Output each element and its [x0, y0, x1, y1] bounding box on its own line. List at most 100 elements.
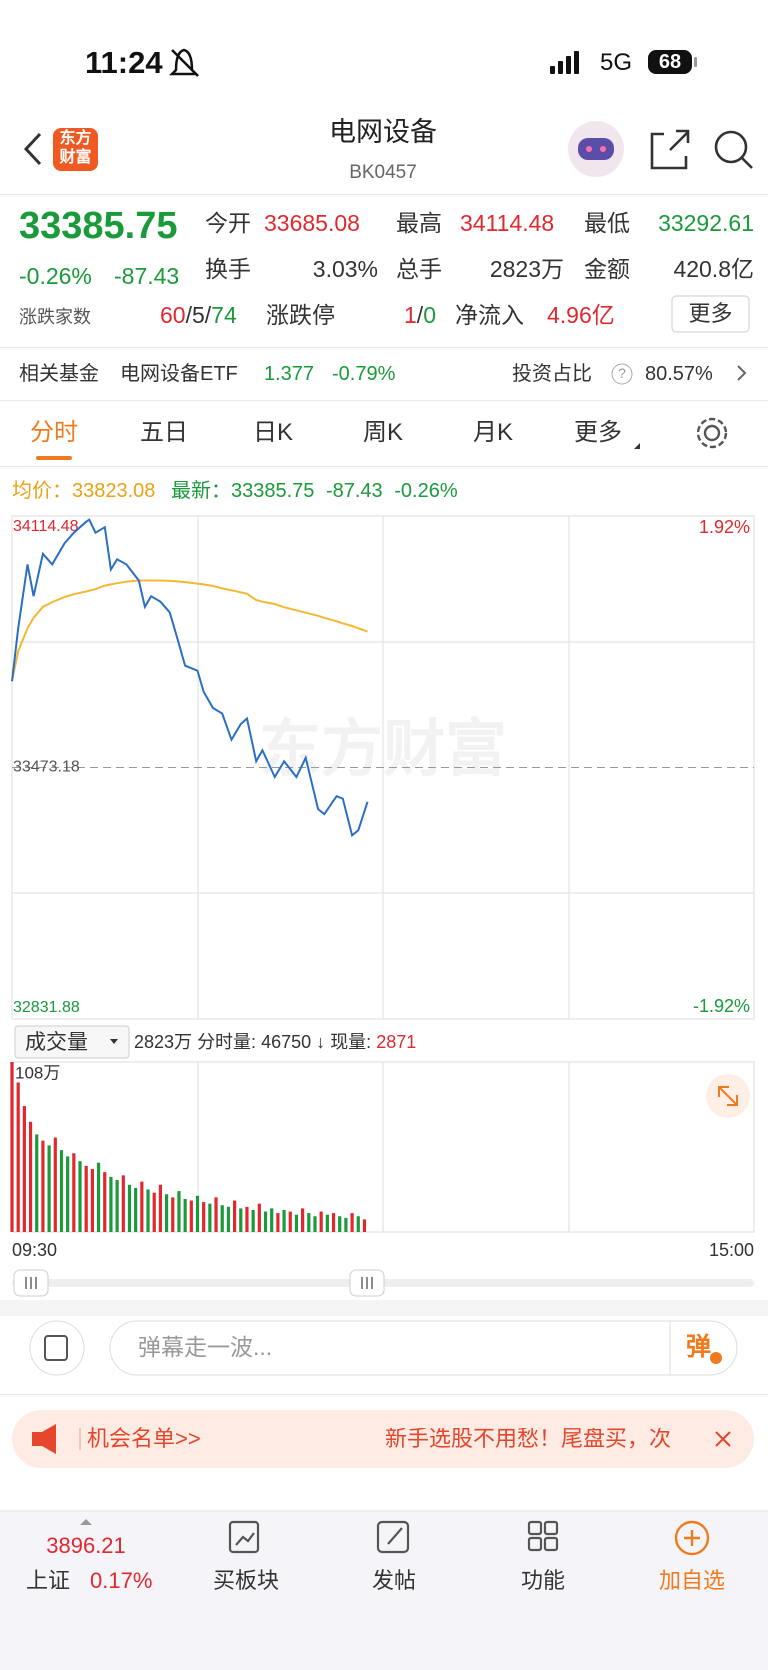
- index-value[interactable]: 3896.21: [46, 1533, 126, 1558]
- banner[interactable]: [12, 1410, 754, 1468]
- separator: /: [416, 302, 424, 328]
- volume-bar: [22, 1106, 26, 1232]
- dropdown-arrow: [110, 1039, 118, 1044]
- handle-grip: [25, 1277, 37, 1289]
- volume-selector[interactable]: 成交量: [25, 1031, 88, 1054]
- latest-value: 33385.75: [230, 480, 315, 502]
- divider: [0, 400, 768, 401]
- comment-icon[interactable]: [29, 1320, 85, 1376]
- volume-bar: [307, 1213, 311, 1232]
- fund-name[interactable]: 电网设备ETF: [120, 363, 238, 385]
- ratio: 80.57%: [645, 363, 713, 385]
- avatar-face: [578, 138, 614, 160]
- search-button[interactable]: [714, 130, 753, 169]
- danmaku-button[interactable]: 弹: [686, 1333, 712, 1361]
- tab[interactable]: 分时: [30, 419, 78, 446]
- function-icon: [527, 1520, 559, 1552]
- change: -87.43: [114, 263, 180, 289]
- volume-bar: [183, 1198, 187, 1232]
- field-label: 金额: [584, 256, 630, 282]
- y2-tick-label: -1.92%: [693, 996, 750, 1016]
- volume-bar: [127, 1184, 132, 1232]
- settings-button[interactable]: [696, 417, 728, 449]
- breadth-label: 涨跌家数: [19, 307, 91, 327]
- battery-tip: [694, 57, 697, 67]
- nav-item[interactable]: 加自选: [658, 1568, 725, 1593]
- avg-value: 33823.08: [72, 480, 156, 502]
- y2-tick-label: 1.92%: [699, 517, 750, 537]
- volume-bar: [276, 1213, 280, 1232]
- mute-icon: [168, 48, 200, 77]
- volume-bar: [96, 1162, 101, 1232]
- help-icon[interactable]: [611, 363, 633, 385]
- field-value: 34114.48: [460, 210, 555, 236]
- index-name[interactable]: 上证: [26, 1568, 71, 1593]
- field-label: 最低: [584, 210, 630, 236]
- battery-level: 68: [658, 51, 682, 73]
- x-tick-label: 15:00: [709, 1240, 754, 1260]
- volume-bar: [158, 1184, 162, 1232]
- volume-bar: [226, 1206, 231, 1232]
- more-button-frame[interactable]: [671, 295, 750, 333]
- field-label: 总手: [396, 256, 442, 282]
- tab[interactable]: 五日: [140, 419, 188, 446]
- comment-placeholder[interactable]: 弹幕走一波...: [138, 1334, 273, 1360]
- volume-bar: [338, 1216, 342, 1232]
- volume-selector-frame[interactable]: [14, 1025, 130, 1059]
- volume-bar: [350, 1213, 354, 1232]
- comment-input[interactable]: [109, 1320, 738, 1376]
- latest-change-pct: -0.26%: [394, 480, 458, 502]
- fund-price: 1.377: [264, 363, 315, 385]
- separator: /: [204, 302, 212, 328]
- tab[interactable]: 更多: [574, 419, 622, 446]
- page-title: 电网设备: [329, 117, 437, 147]
- nav-item[interactable]: 发帖: [371, 1568, 416, 1593]
- field-label: 最高: [396, 210, 442, 236]
- field-label: 今开: [205, 210, 251, 236]
- banner-title[interactable]: 机会名单>>: [87, 1426, 201, 1451]
- volume-bar: [214, 1197, 218, 1232]
- volume-bar: [134, 1187, 138, 1232]
- y-tick-label: 108万: [15, 1063, 60, 1082]
- tab[interactable]: 月K: [472, 419, 513, 446]
- down-count: 74: [211, 302, 237, 328]
- tab[interactable]: 周K: [362, 419, 403, 446]
- volume-bar: [72, 1153, 76, 1232]
- volume-bar: [164, 1194, 169, 1232]
- more-button[interactable]: 更多: [688, 301, 733, 326]
- arrow: ↓: [316, 1032, 326, 1052]
- back-button[interactable]: [23, 132, 42, 166]
- volume-bar: [189, 1200, 193, 1232]
- up-count: 60: [160, 302, 186, 328]
- logo-text: 财富: [59, 149, 92, 166]
- volume-bar: [47, 1145, 51, 1232]
- dropdown-arrow: [634, 443, 640, 449]
- volume-bar: [245, 1206, 249, 1232]
- price: 33385.75: [19, 205, 178, 247]
- volume-bar: [263, 1211, 268, 1232]
- tab[interactable]: 日K: [252, 419, 293, 446]
- comment-icon-glyph: [44, 1335, 68, 1361]
- volume-bar: [10, 1062, 14, 1232]
- volume-bar: [239, 1208, 243, 1232]
- index-change[interactable]: 0.17%: [90, 1568, 153, 1593]
- volume-bar: [16, 1082, 20, 1232]
- volume-bar: [41, 1140, 45, 1232]
- volume-bar: [301, 1208, 305, 1232]
- legend-label: 均价：: [12, 480, 72, 502]
- clock: 11:24: [85, 45, 163, 80]
- chevron[interactable]: [737, 365, 747, 381]
- price-line: [11, 579, 368, 682]
- banner-text[interactable]: 新手选股不用愁！尾盘买，次: [385, 1428, 672, 1450]
- volume-bar: [177, 1191, 181, 1232]
- bottom-nav: [0, 1511, 768, 1670]
- share-button[interactable]: [650, 129, 690, 170]
- expand-icon: [718, 1086, 738, 1106]
- close-button[interactable]: [715, 1431, 731, 1447]
- field-value: 2823万: [489, 256, 564, 282]
- breadth: 60/5/74: [160, 304, 237, 327]
- volume-bar: [282, 1209, 286, 1232]
- nav-item[interactable]: 功能: [520, 1568, 565, 1593]
- nav-item[interactable]: 买板块: [212, 1568, 279, 1593]
